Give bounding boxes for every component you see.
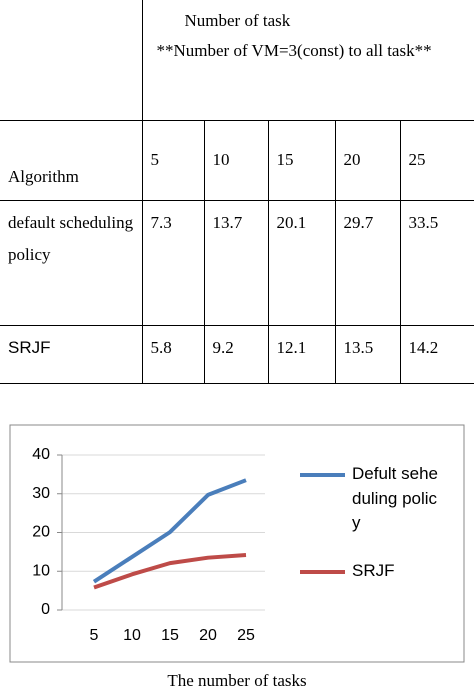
column-header: 20 (334, 119, 401, 201)
chart: The number of tasks 0 10 20 30 40 5 10 15 20 25 (9, 424, 465, 690)
group-header: Number of task **Number of VM=3(const) t… (141, 0, 474, 121)
cell: 29.7 (334, 199, 401, 326)
y-tick-label: 20 (32, 524, 50, 541)
table-row: SRJF 5.8 9.2 12.1 13.5 14.2 (0, 324, 474, 384)
table-row: default scheduling policy 7.3 13.7 20.1 29.7… (0, 199, 474, 326)
cell: 20.1 (267, 199, 336, 326)
row-label: SRJF (0, 324, 143, 384)
y-tick-label: 0 (41, 601, 50, 618)
legend-label: SRJF (352, 561, 395, 580)
y-tick-label: 10 (32, 562, 50, 579)
series-line (92, 478, 247, 584)
cell: 9.2 (203, 324, 269, 384)
column-header: 5 (141, 119, 205, 201)
x-tick-label: 15 (161, 627, 179, 644)
column-header: 15 (267, 119, 336, 201)
cell: 5.8 (141, 324, 205, 384)
group-title: Number of task (184, 11, 291, 30)
row-label-header: Algorithm (0, 119, 143, 201)
x-tick-label: 25 (237, 627, 255, 644)
cell: 33.5 (399, 199, 474, 326)
y-tick-label: 40 (32, 446, 50, 463)
header-note: **Number of VM=3(const) to all task** (156, 40, 432, 60)
cell: 14.2 (399, 324, 474, 384)
cell: 7.3 (141, 199, 205, 326)
legend-label: Defult seheduling policy (352, 464, 438, 533)
column-header: 25 (399, 119, 474, 201)
x-tick-label: 5 (90, 627, 99, 644)
cell: 13.5 (334, 324, 401, 384)
chart-frame (9, 424, 465, 663)
y-tick-label: 30 (32, 485, 50, 502)
x-tick-label: 20 (199, 627, 217, 644)
column-header: 10 (203, 119, 269, 201)
results-table: Number of task **Number of VM=3(const) t… (0, 0, 474, 384)
x-tick-label: 10 (123, 627, 141, 644)
x-axis-title: The number of tasks (167, 671, 306, 690)
cell: 12.1 (267, 324, 336, 384)
corner-cell (0, 0, 143, 121)
cell: 13.7 (203, 199, 269, 326)
row-label: default scheduling policy (0, 199, 143, 326)
series-line (93, 552, 247, 590)
